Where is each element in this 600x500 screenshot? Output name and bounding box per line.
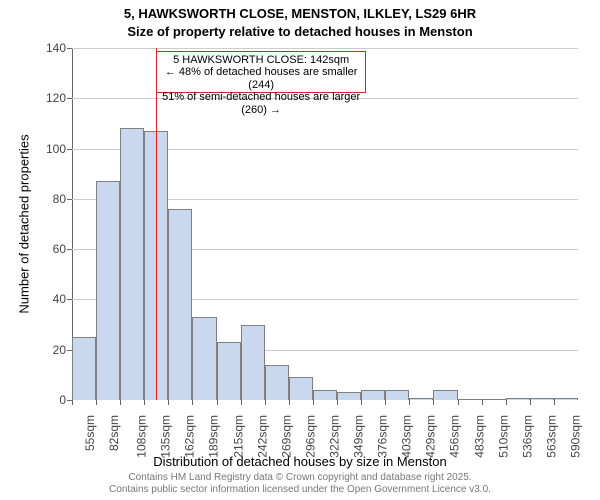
title-line1: 5, HAWKSWORTH CLOSE, MENSTON, ILKLEY, LS… <box>0 6 600 21</box>
x-tick-mark <box>144 400 145 405</box>
bar <box>554 398 578 401</box>
x-tick-mark <box>409 400 410 405</box>
reference-line <box>156 48 157 400</box>
bar <box>168 209 192 400</box>
y-tick-mark <box>67 149 72 150</box>
chart-container: 5, HAWKSWORTH CLOSE, MENSTON, ILKLEY, LS… <box>0 0 600 500</box>
x-axis-label: Distribution of detached houses by size … <box>0 454 600 469</box>
x-tick-label: 403sqm <box>400 415 414 458</box>
bar <box>217 342 241 400</box>
callout-line2: ← 48% of detached houses are smaller (24… <box>161 66 361 91</box>
bar <box>72 337 96 400</box>
x-tick-label: 456sqm <box>448 415 462 458</box>
callout-line3: 51% of semi-detached houses are larger (… <box>161 91 361 116</box>
x-tick-mark <box>458 400 459 405</box>
gridline <box>72 48 578 49</box>
bar <box>96 181 120 400</box>
bar <box>265 365 289 400</box>
x-tick-label: 242sqm <box>255 415 269 458</box>
y-axis-label: Number of detached properties <box>17 134 32 313</box>
x-tick-label: 349sqm <box>351 415 365 458</box>
footer-line2: Contains public sector information licen… <box>0 484 600 496</box>
bar <box>241 325 265 400</box>
bar <box>458 399 482 400</box>
bar <box>409 398 433 401</box>
x-tick-mark <box>506 400 507 405</box>
title-line2: Size of property relative to detached ho… <box>0 24 600 39</box>
callout-box: 5 HAWKSWORTH CLOSE: 142sqm← 48% of detac… <box>156 51 366 94</box>
x-tick-label: 536sqm <box>520 415 534 458</box>
x-tick-label: 590sqm <box>568 415 582 458</box>
bar <box>506 398 530 401</box>
bar <box>337 392 361 400</box>
x-tick-mark <box>120 400 121 405</box>
x-tick-mark <box>72 400 73 405</box>
x-tick-label: 108sqm <box>135 415 149 458</box>
bar <box>361 390 385 400</box>
footer-line1: Contains HM Land Registry data © Crown c… <box>0 472 600 484</box>
x-tick-label: 215sqm <box>231 415 245 458</box>
x-tick-mark <box>96 400 97 405</box>
bar <box>192 317 216 400</box>
x-tick-label: 376sqm <box>375 415 389 458</box>
x-tick-mark <box>289 400 290 405</box>
y-tick-mark <box>67 299 72 300</box>
bar <box>530 398 554 401</box>
x-tick-label: 135sqm <box>159 415 173 458</box>
x-tick-label: 189sqm <box>207 415 221 458</box>
x-tick-mark <box>241 400 242 405</box>
x-tick-label: 322sqm <box>327 415 341 458</box>
x-tick-label: 563sqm <box>544 415 558 458</box>
x-tick-mark <box>482 400 483 405</box>
plot-area: 02040608010012014055sqm82sqm108sqm135sqm… <box>72 48 578 400</box>
x-tick-label: 269sqm <box>279 415 293 458</box>
y-tick-mark <box>67 249 72 250</box>
x-tick-mark <box>192 400 193 405</box>
bar <box>313 390 337 400</box>
footer: Contains HM Land Registry data © Crown c… <box>0 472 600 496</box>
x-tick-mark <box>433 400 434 405</box>
x-tick-label: 483sqm <box>472 415 486 458</box>
x-tick-label: 296sqm <box>303 415 317 458</box>
x-tick-mark <box>530 400 531 405</box>
y-tick-mark <box>67 98 72 99</box>
callout-line1: 5 HAWKSWORTH CLOSE: 142sqm <box>161 54 361 67</box>
x-tick-label: 162sqm <box>183 415 197 458</box>
x-tick-mark <box>265 400 266 405</box>
y-tick-mark <box>67 199 72 200</box>
y-tick-mark <box>67 48 72 49</box>
x-tick-mark <box>337 400 338 405</box>
x-tick-label: 510sqm <box>496 415 510 458</box>
bar <box>433 390 457 400</box>
x-tick-label: 429sqm <box>424 415 438 458</box>
bar <box>482 399 506 400</box>
bar <box>289 377 313 400</box>
x-tick-label: 82sqm <box>107 415 121 451</box>
bar <box>120 128 144 400</box>
x-tick-label: 55sqm <box>83 415 97 451</box>
x-tick-mark <box>168 400 169 405</box>
x-tick-mark <box>217 400 218 405</box>
x-tick-mark <box>385 400 386 405</box>
x-tick-mark <box>554 400 555 405</box>
x-tick-mark <box>313 400 314 405</box>
x-tick-mark <box>361 400 362 405</box>
bar <box>385 390 409 400</box>
